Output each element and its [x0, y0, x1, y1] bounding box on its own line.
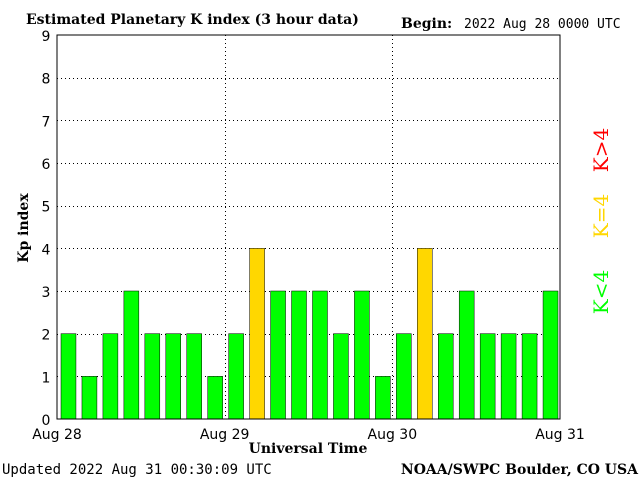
legend-k-greater-4: K>4	[589, 128, 613, 172]
kp-bar	[479, 333, 496, 420]
bars	[60, 248, 559, 420]
begin-value: 2022 Aug 28 0000 UTC	[464, 17, 621, 32]
kp-bar	[144, 333, 161, 420]
kp-bar	[312, 290, 328, 420]
kp-bar	[165, 333, 182, 420]
y-tick-label: 9	[42, 29, 51, 45]
plot-frame	[56, 34, 561, 420]
kp-bar	[207, 376, 223, 420]
y-tick-label: 2	[42, 328, 51, 344]
x-tick-label: Aug 30	[368, 427, 418, 443]
y-tick-label: 6	[42, 157, 51, 173]
chart-title: Estimated Planetary K index (3 hour data…	[26, 12, 359, 28]
kp-bar	[60, 333, 77, 420]
kp-bar	[396, 333, 412, 420]
x-tick-label: Aug 29	[200, 427, 250, 443]
kp-bar	[291, 290, 307, 420]
kp-bar	[375, 376, 391, 420]
legend-k-equal-4: K=4	[589, 194, 613, 238]
y-tick-label: 5	[42, 200, 51, 216]
begin-label: Begin:	[401, 16, 452, 32]
y-tick-labels: 0 1 2 3 4 5 6 7 8 9	[42, 29, 51, 429]
kp-bar	[228, 333, 244, 420]
y-tick-label: 0	[42, 413, 51, 429]
y-axis-label: Kp index	[16, 193, 32, 263]
x-tick-label: Aug 31	[535, 427, 585, 443]
kp-bar	[542, 290, 559, 420]
grid-lines	[57, 35, 560, 419]
y-tick-label: 3	[42, 285, 51, 301]
kp-bar	[458, 290, 475, 420]
kp-bar	[438, 333, 454, 420]
legend-k-less-4: K<4	[589, 270, 613, 314]
kp-bar	[186, 333, 202, 420]
kp-bar	[123, 290, 140, 420]
kp-bar	[81, 376, 98, 420]
y-tick-label: 1	[42, 370, 51, 386]
y-tick-label: 8	[42, 72, 51, 88]
kp-bar	[102, 333, 119, 420]
kp-bar	[249, 248, 265, 420]
updated-timestamp: Updated 2022 Aug 31 00:30:09 UTC	[2, 462, 272, 478]
kp-bar	[333, 333, 349, 420]
kp-bar	[417, 248, 433, 420]
source-credit: NOAA/SWPC Boulder, CO USA	[401, 462, 639, 478]
kp-bar	[521, 333, 538, 420]
x-axis-label: Universal Time	[249, 441, 368, 457]
x-tick-labels: Aug 28 Aug 29 Aug 30 Aug 31	[32, 427, 585, 443]
x-tick-label: Aug 28	[32, 427, 82, 443]
y-tick-label: 7	[42, 114, 51, 130]
kp-bar	[500, 333, 517, 420]
kp-bar	[354, 290, 370, 420]
y-tick-label: 4	[42, 242, 51, 258]
kp-bar	[270, 290, 286, 420]
